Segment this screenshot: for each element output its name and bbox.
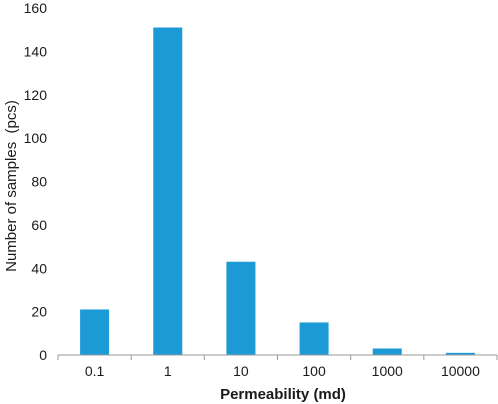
bar-series <box>80 27 475 356</box>
y-axis-ticks: 0 20 40 60 80 100 120 140 160 <box>24 0 48 363</box>
x-axis-ticks: 0.1 1 10 100 1000 10000 <box>57 355 498 379</box>
y-tick-label: 120 <box>24 87 48 103</box>
y-tick-label: 0 <box>39 347 47 363</box>
y-tick-label: 100 <box>24 130 48 146</box>
x-tick-label: 100 <box>302 363 326 379</box>
y-tick-label: 40 <box>31 260 47 276</box>
bar <box>299 322 329 355</box>
y-axis-title: Number of samples (pcs) <box>3 100 20 272</box>
y-tick-label: 160 <box>24 0 48 16</box>
bar <box>226 261 256 355</box>
x-tick-label: 1000 <box>372 363 403 379</box>
bar <box>80 309 110 355</box>
y-tick-label: 140 <box>24 43 48 59</box>
bar <box>153 27 183 356</box>
x-tick-label: 10 <box>233 363 249 379</box>
bar <box>372 348 402 355</box>
x-tick-label: 1 <box>164 363 172 379</box>
x-axis-title: Permeability (md) <box>220 386 346 403</box>
x-tick-label: 10000 <box>441 363 480 379</box>
x-tick-label: 0.1 <box>85 363 105 379</box>
bar <box>445 352 475 355</box>
y-tick-label: 80 <box>31 174 47 190</box>
y-tick-label: 60 <box>31 217 47 233</box>
y-tick-label: 20 <box>31 304 47 320</box>
